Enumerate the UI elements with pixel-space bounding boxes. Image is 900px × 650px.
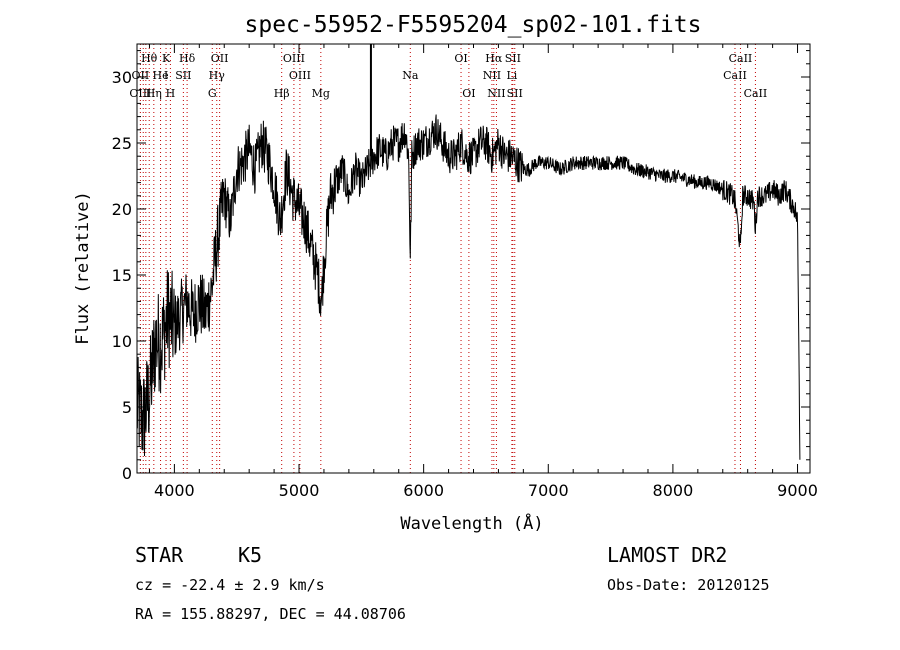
line-label: He <box>153 69 169 82</box>
line-label: H <box>166 87 176 100</box>
reference-lines <box>139 44 756 473</box>
line-label: OIII <box>129 87 151 100</box>
line-label: K <box>162 52 171 65</box>
plot-border <box>136 43 811 474</box>
coordinates: RA = 155.88297, DEC = 44.08706 <box>135 605 406 623</box>
line-label: Li <box>506 69 517 82</box>
y-tick-label: 20 <box>112 200 132 219</box>
line-label: NII <box>487 87 505 100</box>
line-label: Hβ <box>274 87 290 100</box>
line-label: CaII <box>723 69 747 82</box>
obs-date: Obs-Date: 20120125 <box>607 576 770 594</box>
line-label: CaII <box>729 52 753 65</box>
line-label: CaII <box>744 87 768 100</box>
x-tick-label: 8000 <box>653 481 694 500</box>
line-label: Hδ <box>179 52 196 65</box>
spectrum-line <box>136 114 801 460</box>
line-label: OIII <box>289 69 311 82</box>
line-label: OI <box>462 87 475 100</box>
spectral-subclass: K5 <box>238 543 263 567</box>
y-axis-ticks: 0 5 10 15 20 25 30 <box>112 50 810 483</box>
line-label: SII <box>175 69 191 82</box>
x-axis-ticks: 4000 5000 6000 7000 8000 9000 <box>148 44 818 500</box>
survey-name: LAMOST DR2 <box>607 543 728 567</box>
line-label: Hγ <box>209 69 226 82</box>
line-label: Na <box>402 69 419 82</box>
x-tick-label: 5000 <box>279 481 320 500</box>
line-label: OI <box>454 52 467 65</box>
y-tick-label: 10 <box>112 332 132 351</box>
redshift-text: cz = -22.4 ± 2.9 km/s <box>135 576 325 594</box>
y-tick-label: 15 <box>112 266 132 285</box>
object-class: STAR <box>135 543 184 567</box>
line-label: Mg <box>312 87 330 100</box>
line-label: G <box>208 87 217 100</box>
y-tick-label: 0 <box>122 464 132 483</box>
x-tick-label: 6000 <box>403 481 444 500</box>
y-tick-label: 30 <box>112 68 132 87</box>
line-label: SII <box>505 52 521 65</box>
y-tick-label: 5 <box>122 398 132 417</box>
line-label: OIII <box>283 52 305 65</box>
line-label: NII <box>483 69 501 82</box>
y-axis-label: Flux (relative) <box>73 191 93 345</box>
line-label: OII <box>132 69 150 82</box>
plot-frame <box>136 43 811 474</box>
x-tick-label: 4000 <box>154 481 195 500</box>
line-label: Hθ <box>141 52 158 65</box>
line-label: SII <box>507 87 523 100</box>
chart-title: spec-55952-F5595204_sp02-101.fits <box>245 12 702 38</box>
x-axis-label: Wavelength (Å) <box>400 512 543 534</box>
y-tick-label: 25 <box>112 134 132 153</box>
x-tick-label: 9000 <box>777 481 818 500</box>
line-label: Hα <box>485 52 503 65</box>
line-label: I <box>164 69 168 82</box>
line-label: Hη <box>146 87 162 100</box>
x-tick-label: 7000 <box>528 481 569 500</box>
line-label: OII <box>211 52 229 65</box>
